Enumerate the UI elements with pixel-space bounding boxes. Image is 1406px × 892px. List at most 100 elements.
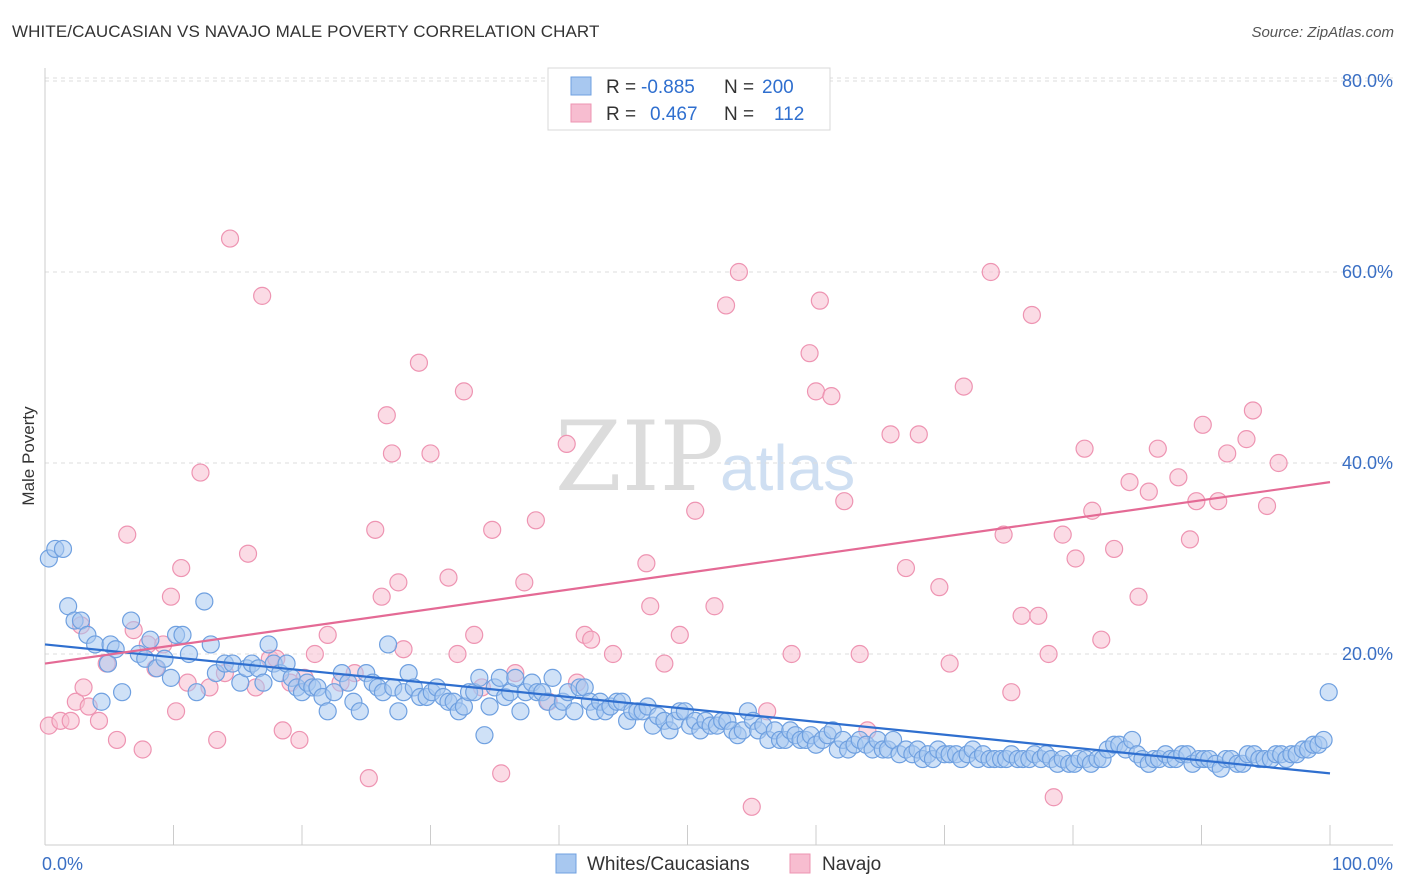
navajo-point-27 [253,286,272,305]
bottom-legend: Whites/Caucasians Navajo [555,853,881,875]
navajo-point-67 [686,501,705,520]
navajo-point-53 [492,764,511,783]
y-tick-label-0: 20.0% [1342,644,1393,664]
y-tick-label-2: 60.0% [1342,262,1393,282]
navajo-point-74 [800,344,819,363]
trendlines [44,481,1331,775]
navajo-point-106 [1180,530,1200,549]
navajo-point-92 [1029,606,1048,625]
navajo-point-100 [1105,539,1124,559]
navajo-point-42 [382,444,402,463]
bottom-legend-swatch-pink [789,853,811,874]
navajo-point-93 [1039,644,1058,664]
whites-point-90 [565,702,584,721]
navajo-point-101 [1120,473,1139,492]
whites-point-21 [173,625,192,645]
navajo-point-7 [89,711,109,730]
navajo-point-30 [273,721,292,740]
navajo-point-10 [118,525,137,544]
tick-labels: 20.0% 40.0% 60.0% 80.0% 0.0% 100.0% [42,71,1393,874]
navajo-point-35 [318,625,337,645]
navajo-point-64 [641,597,660,616]
navajo-point-70 [729,262,749,282]
navajo-point-2 [61,711,80,730]
navajo-point-63 [637,554,656,573]
navajo-point-41 [377,406,396,425]
navajo-point-68 [705,597,724,616]
whites-point-19 [161,668,181,687]
legend-swatch-pink [570,103,592,123]
navajo-point-17 [166,702,186,721]
y-tick-label-1: 40.0% [1342,453,1393,473]
whites-points [39,539,1338,778]
navajo-point-88 [994,525,1013,544]
navajo-point-71 [742,797,761,816]
whites-point-24 [195,592,214,611]
navajo-point-79 [850,644,869,664]
navajo-point-55 [515,573,534,592]
navajo-point-46 [421,444,440,463]
legend-swatch-blue [570,76,592,96]
whites-point-12 [112,683,132,702]
whites-point-86 [543,668,562,687]
navajo-point-102 [1129,587,1148,606]
x-tick-label-0: 0.0% [42,854,83,874]
whites-point-2 [53,539,73,559]
navajo-point-84 [930,578,949,597]
whites-point-18 [155,649,174,668]
navajo-point-25 [238,544,258,563]
navajo-point-97 [1075,439,1094,458]
whites-point-34 [259,635,278,654]
navajo-point-95 [1053,525,1072,544]
navajo-point-5 [74,678,93,697]
navajo-point-77 [822,387,841,406]
navajo-point-78 [835,492,854,511]
source-label: Source: ZipAtlas.com [1251,24,1394,41]
navajo-point-38 [359,769,378,788]
legend-r-label-2: R = [606,104,636,125]
whites-point-13 [121,611,141,630]
watermark-zip: ZIP [555,401,724,513]
navajo-point-12 [133,740,152,759]
legend-n-value-1: 200 [762,77,794,98]
navajo-point-16 [161,587,181,606]
navajo-point-34 [305,644,324,664]
whites-point-79 [506,668,525,687]
navajo-point-73 [782,644,801,664]
x-tick-label-1: 100.0% [1332,854,1393,874]
navajo-point-82 [896,558,916,578]
navajo-point-76 [810,291,829,310]
bottom-legend-whites: Whites/Caucasians [587,854,750,875]
navajo-point-90 [1012,606,1031,625]
navajo-point-69 [716,296,736,315]
navajo-point-87 [981,262,1000,282]
legend-r-value-2: 0.467 [650,104,698,125]
y-axis-title: Male Poverty [19,406,38,506]
chart-title: WHITE/CAUCASIAN VS NAVAJO MALE POVERTY C… [12,22,600,41]
navajo-point-47 [439,568,458,587]
navajo-point-75 [806,382,826,401]
navajo-point-104 [1148,439,1167,458]
whites-point-76 [490,668,509,687]
navajo-point-40 [372,587,391,606]
navajo-point-112 [1243,401,1263,420]
navajo-point-89 [1002,683,1021,702]
navajo-point-85 [940,654,959,673]
navajo-point-108 [1193,415,1212,434]
navajo-point-62 [603,644,623,664]
navajo-point-44 [394,640,413,659]
navajo-point-58 [557,434,576,453]
navajo-point-110 [1218,444,1237,463]
navajo-point-65 [655,654,674,673]
navajo-point-48 [448,644,467,664]
whites-point-16 [141,630,160,649]
navajo-point-52 [483,520,502,539]
navajo-point-81 [881,425,900,444]
whites-point-73 [475,726,494,745]
whites-point-227 [1314,730,1333,750]
whites-point-23 [187,683,206,702]
bottom-legend-navajo: Navajo [822,854,881,875]
navajo-point-109 [1209,492,1228,511]
bottom-legend-swatch-blue [555,853,577,874]
